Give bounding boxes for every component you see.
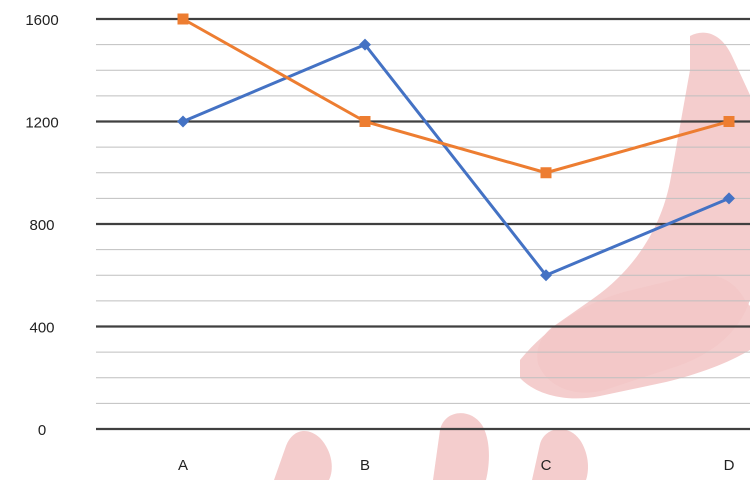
y-tick-label: 800 (29, 217, 54, 234)
y-tick-label: 400 (29, 320, 54, 337)
data-point-marker (359, 116, 371, 127)
watermark-lower-center-shape (433, 413, 489, 480)
series-area (177, 13, 735, 282)
watermark-lower-left-shape (274, 431, 332, 480)
series-line (181, 17, 731, 175)
data-point-marker (723, 116, 735, 127)
y-axis: 0 400 800 1200 1600 (25, 12, 58, 439)
y-tick-label: 1600 (25, 12, 58, 29)
data-point-marker (540, 269, 552, 282)
watermark-logo (274, 32, 750, 480)
series-line-group (177, 13, 735, 179)
x-tick-label: A (178, 457, 188, 474)
series-line (181, 43, 731, 277)
series-line-group (177, 38, 735, 282)
watermark-mid-band (520, 274, 750, 399)
watermark-lower-right-shape (532, 428, 588, 480)
grid-lines (96, 17, 750, 431)
data-point-marker (723, 192, 735, 205)
x-tick-label: D (724, 457, 735, 474)
data-point-marker (177, 13, 189, 25)
y-tick-label: 1200 (25, 115, 58, 132)
data-point-marker (359, 38, 371, 51)
data-point-marker (540, 167, 552, 179)
x-tick-label: C (541, 457, 552, 474)
x-axis: A B C D (178, 457, 735, 474)
x-tick-label: B (360, 457, 370, 474)
data-point-marker (177, 115, 189, 128)
y-tick-label: 0 (38, 422, 46, 439)
